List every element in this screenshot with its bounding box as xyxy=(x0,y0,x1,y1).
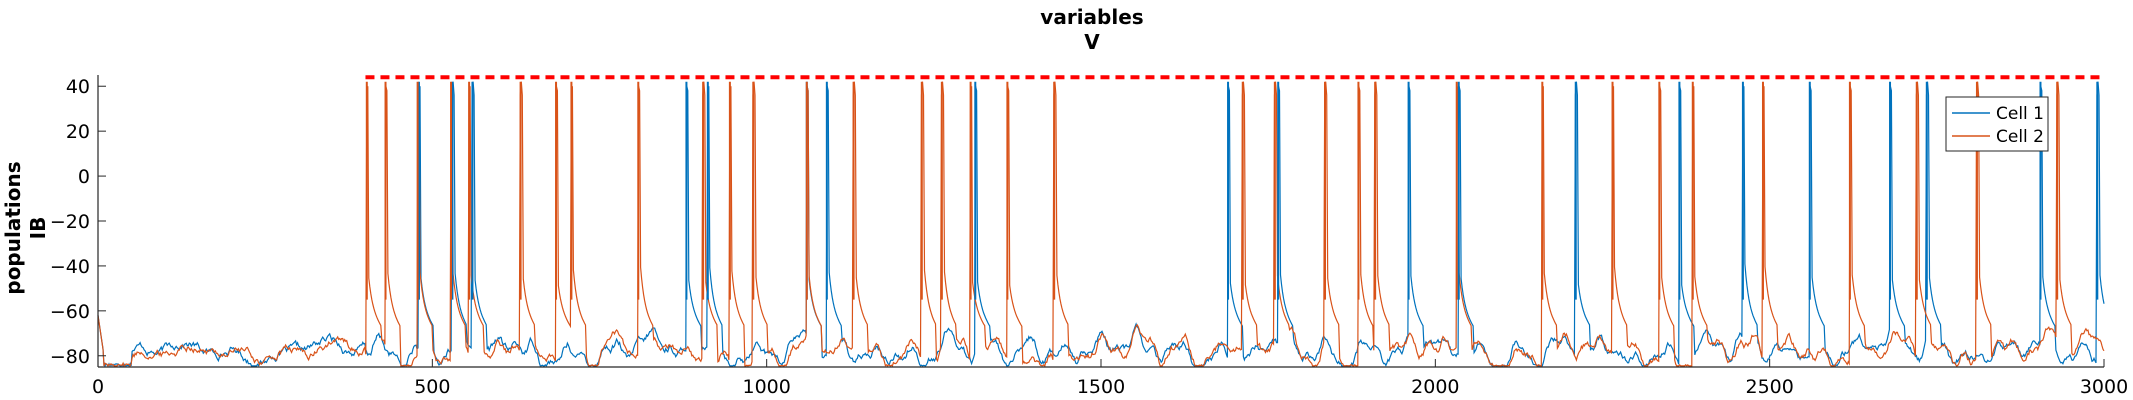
y-tick-label: −60 xyxy=(50,301,90,323)
x-tick-label: 3000 xyxy=(2080,376,2128,398)
chart-title-line-1: variables xyxy=(1040,5,1143,29)
y-tick-label: 40 xyxy=(66,76,90,98)
y-tick-label: −20 xyxy=(50,211,90,233)
legend-label-2: Cell 2 xyxy=(1996,127,2044,147)
legend: Cell 1 Cell 2 xyxy=(1945,96,2049,152)
y-tick-label: 0 xyxy=(78,166,90,188)
x-tick-label: 1000 xyxy=(742,376,790,398)
y-tick-label: −40 xyxy=(50,256,90,278)
y-tick-label: 20 xyxy=(66,121,90,143)
legend-box xyxy=(1945,96,2049,152)
y-axis-label-line-2: IB xyxy=(26,217,50,240)
series-line-2 xyxy=(97,81,2105,368)
x-tick-label: 500 xyxy=(414,376,450,398)
y-axis-label-line-1: populations xyxy=(1,161,25,294)
x-tick-label: 1500 xyxy=(1077,376,1125,398)
axes-group: 0 500 1000 1500 2000 2500 3000 40 20 0 −20 −40 −60 −8… xyxy=(50,75,2128,398)
x-tick-label: 2500 xyxy=(1745,376,1793,398)
chart-title-line-2: V xyxy=(1084,30,1100,54)
x-tick-label: 2000 xyxy=(1411,376,1459,398)
series-line-1 xyxy=(97,81,2105,368)
y-tick-label: −80 xyxy=(50,346,90,368)
x-tick-label: 0 xyxy=(92,376,104,398)
legend-label-1: Cell 1 xyxy=(1996,104,2044,124)
traces-group xyxy=(97,81,2105,368)
y-axis-label: populations IB xyxy=(1,161,50,294)
